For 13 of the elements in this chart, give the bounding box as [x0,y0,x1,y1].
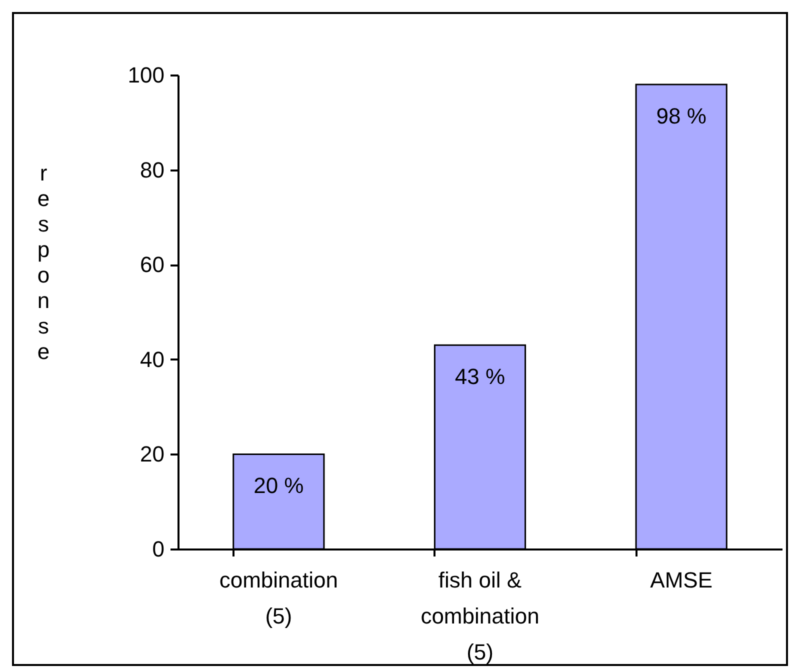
data-label: 98 % [656,103,706,128]
y-tick-label: 60 [140,252,164,278]
x-tick-label: fish oil & combination (5) [420,568,540,664]
y-tick-label: 0 [152,536,164,562]
y-tick-label: 40 [140,346,164,372]
y-tick-label: 100 [128,62,164,88]
y-axis-title: response [37,160,50,364]
data-label: 20 % [254,473,304,498]
y-tick-label: 20 [140,442,164,467]
data-label: 43 % [454,364,506,390]
x-tick-label: combination (5) [219,568,338,628]
y-tick-label: 80 [140,157,164,182]
x-tick-label: AMSE [650,568,713,592]
